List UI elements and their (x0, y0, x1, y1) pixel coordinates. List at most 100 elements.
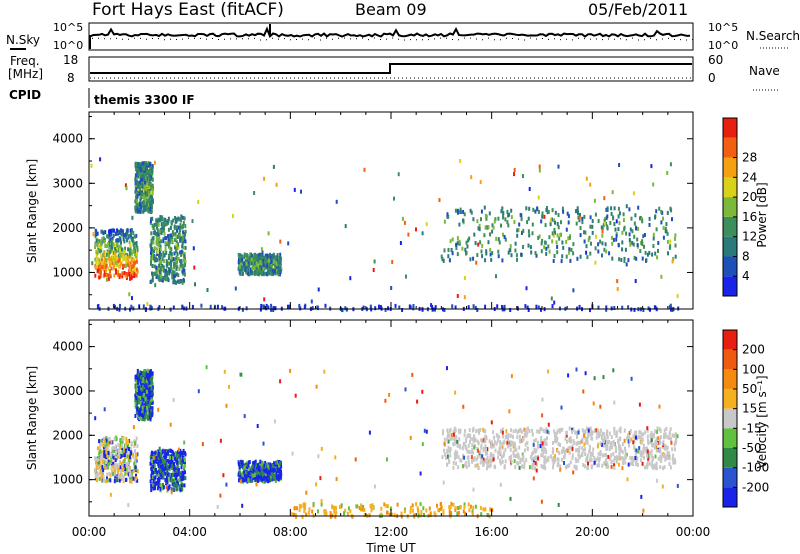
echo-cell (174, 273, 177, 278)
echo-cell (112, 303, 115, 308)
echo-cell (612, 216, 615, 221)
echo-cell (641, 256, 644, 261)
echo-cell (124, 246, 127, 251)
echo-cell (531, 462, 534, 467)
echo-cell (617, 455, 620, 460)
echo-cell (128, 251, 131, 256)
echo-cell (114, 304, 116, 309)
echo-cell (501, 305, 503, 309)
echo-cell (486, 463, 489, 468)
echo-cell (159, 270, 162, 275)
echo-cell (247, 271, 250, 276)
echo-cell (125, 463, 128, 468)
echo-cell (486, 460, 489, 465)
echo-cell (143, 392, 146, 397)
echo-cell (628, 238, 631, 242)
y-tick-label: 1000 (52, 473, 83, 487)
echo-cell (120, 454, 123, 458)
echo-cell (469, 437, 472, 441)
echo-cell (150, 384, 153, 389)
echo-cell (287, 304, 289, 309)
echo-cell (467, 305, 470, 310)
echo-cell (664, 446, 667, 451)
echo-cell (665, 222, 668, 227)
echo-cell (159, 255, 162, 260)
echo-cell (465, 240, 468, 245)
echo-cell (97, 268, 100, 273)
echo-cell (154, 464, 157, 469)
echo-cell (456, 236, 459, 241)
echo-cell (178, 280, 181, 284)
echo-cell (122, 474, 125, 479)
echo-cell (463, 295, 466, 300)
echo-cell (457, 510, 460, 515)
echo-cell (120, 247, 123, 252)
echo-cell (447, 445, 450, 450)
echo-cell (278, 260, 281, 265)
echo-cell (454, 429, 457, 434)
echo-cell (315, 482, 318, 487)
echo-cell (537, 456, 540, 461)
echo-cell (97, 465, 100, 470)
echo-cell (176, 487, 178, 492)
echo-cell (117, 451, 120, 456)
echo-cell (557, 442, 560, 447)
echo-cell (172, 305, 175, 310)
echo-cell (158, 240, 161, 245)
echo-cell (566, 439, 568, 444)
echo-cell (180, 279, 183, 283)
echo-cell (641, 437, 644, 442)
echo-cell (225, 403, 228, 408)
echo-cell (141, 168, 144, 173)
echo-cell (481, 439, 484, 444)
echo-cell (141, 161, 144, 166)
echo-cell (538, 168, 541, 173)
echo-cell (598, 458, 600, 463)
echo-cell (451, 304, 454, 309)
echo-cell (601, 463, 604, 468)
echo-cell (651, 434, 654, 439)
echo-cell (539, 444, 542, 449)
echo-cell (666, 239, 669, 244)
echo-cell (490, 459, 493, 463)
echo-cell (253, 266, 256, 271)
echo-cell (568, 445, 571, 450)
echo-cell (266, 472, 269, 477)
nave-label: Nave (749, 64, 780, 78)
echo-cell (243, 465, 246, 470)
echo-cell (585, 457, 588, 462)
echo-cell (262, 271, 265, 276)
echo-cell (269, 252, 272, 257)
echo-cell (158, 229, 161, 234)
echo-cell (173, 461, 175, 466)
echo-cell (113, 273, 116, 278)
echo-cell (479, 450, 482, 455)
echo-cell (464, 247, 467, 252)
echo-cell (650, 449, 653, 454)
echo-cell (153, 470, 156, 475)
echo-cell (383, 502, 386, 507)
echo-cell (577, 452, 580, 457)
echo-cell (164, 241, 167, 246)
echo-cell (390, 286, 393, 290)
echo-cell (116, 465, 119, 470)
echo-cell (525, 433, 528, 438)
echo-cell (497, 249, 500, 254)
echo-cell (271, 267, 274, 272)
echo-cell (123, 256, 126, 261)
echo-cell (454, 208, 457, 213)
echo-cell (453, 436, 456, 441)
echo-cell (409, 505, 412, 510)
echo-cell (468, 463, 471, 468)
echo-cell (397, 172, 400, 177)
echo-cell (256, 470, 259, 475)
echo-cell (99, 470, 102, 474)
echo-cell (183, 235, 186, 240)
echo-cell (507, 444, 510, 449)
echo-cell (177, 460, 180, 465)
echo-cell (148, 197, 151, 202)
echo-cell (471, 447, 474, 452)
echo-cell (136, 199, 139, 204)
echo-cell (115, 268, 117, 273)
echo-cell (241, 272, 244, 276)
